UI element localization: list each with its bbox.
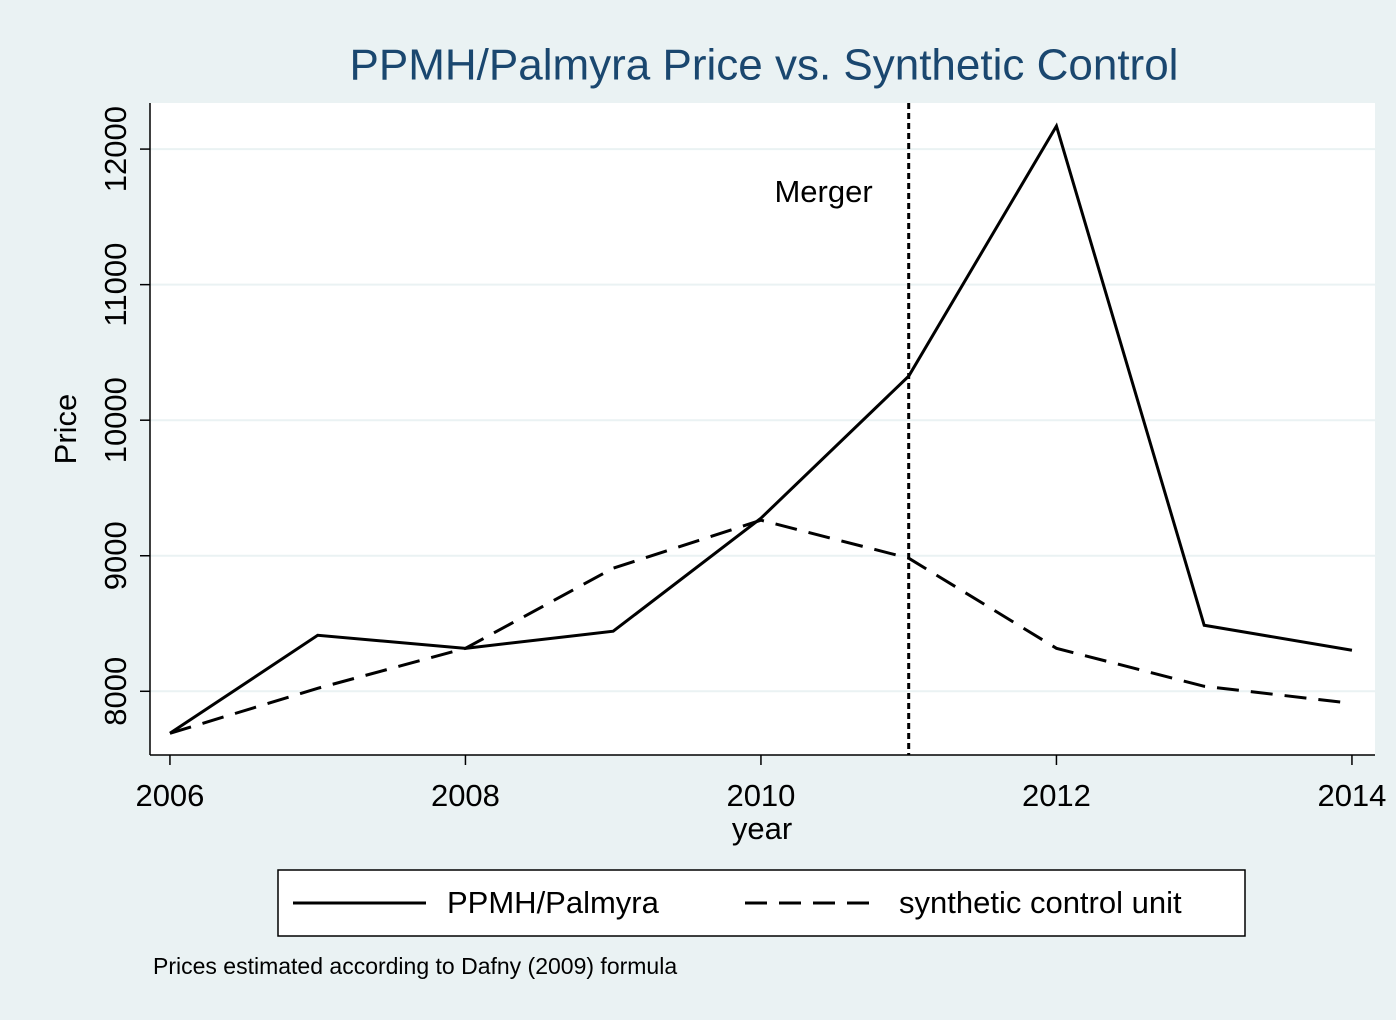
x-tick-label: 2010 <box>726 778 795 813</box>
x-tick-label: 2012 <box>1022 778 1091 813</box>
series-line <box>169 518 1353 735</box>
y-tick-label: 11000 <box>98 243 133 327</box>
y-axis-label: Price <box>48 394 83 465</box>
x-tick-label: 2006 <box>135 778 204 813</box>
y-tick-label: 12000 <box>98 106 133 192</box>
plot-area <box>150 103 1375 755</box>
legend-label: PPMH/Palmyra <box>447 885 660 920</box>
merger-label: Merger <box>774 174 872 209</box>
y-tick-label: 10000 <box>98 377 133 463</box>
chart-title: PPMH/Palmyra Price vs. Synthetic Control <box>350 41 1179 90</box>
x-axis-label: year <box>732 811 792 846</box>
series-line <box>169 122 1353 735</box>
x-tick-label: 2008 <box>431 778 500 813</box>
y-tick-label: 8000 <box>98 657 133 726</box>
legend-label: synthetic control unit <box>899 885 1182 920</box>
note: Prices estimated according to Dafny (200… <box>153 953 677 979</box>
x-tick-label: 2014 <box>1317 778 1386 813</box>
y-tick-label: 9000 <box>98 521 133 590</box>
